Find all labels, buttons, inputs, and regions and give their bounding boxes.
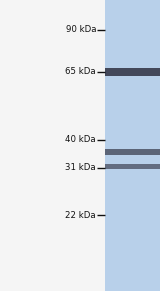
- Text: 22 kDa: 22 kDa: [65, 210, 96, 219]
- Text: 65 kDa: 65 kDa: [65, 68, 96, 77]
- Text: 90 kDa: 90 kDa: [65, 26, 96, 35]
- Bar: [105, 0, 160, 291]
- Text: 40 kDa: 40 kDa: [65, 136, 96, 145]
- Bar: [105, 68, 160, 76]
- Bar: [105, 164, 160, 168]
- Bar: [105, 149, 160, 155]
- Text: 31 kDa: 31 kDa: [65, 164, 96, 173]
